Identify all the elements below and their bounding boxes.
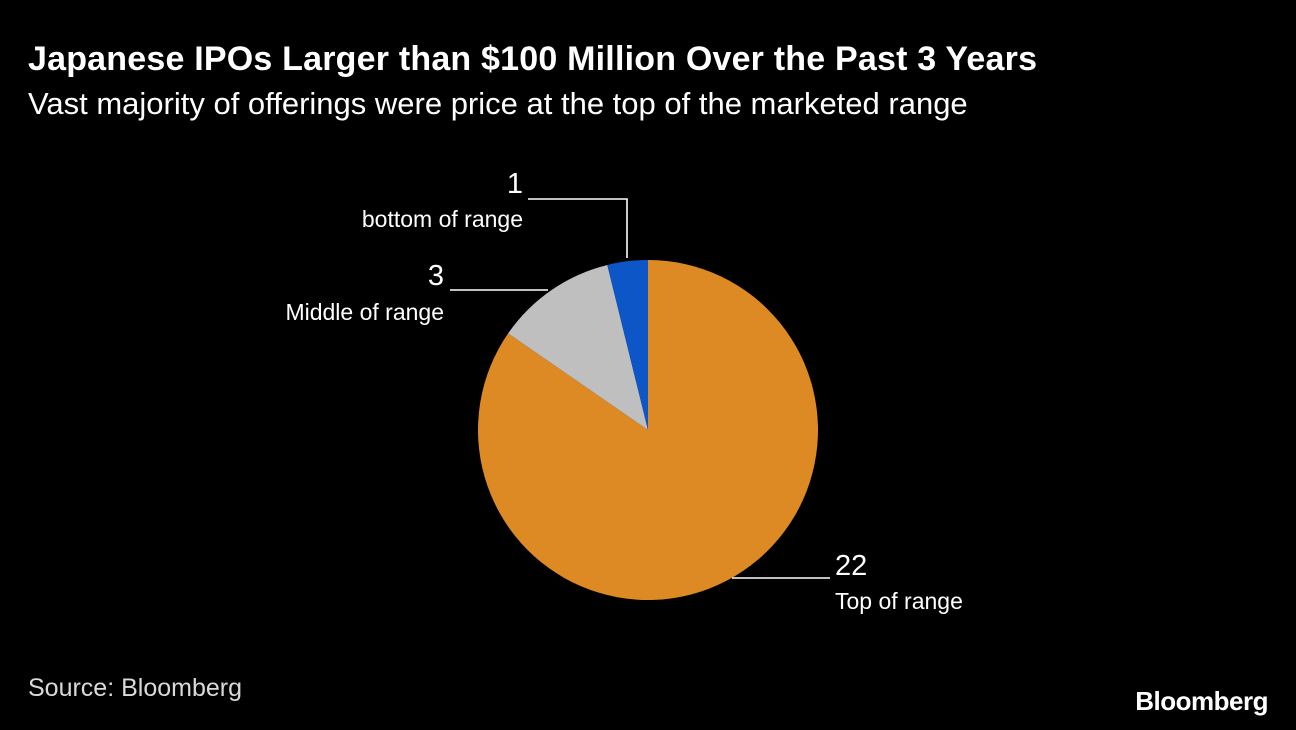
category-label-bottom-of-range: bottom of range (362, 206, 523, 232)
leader-line-bottom-of-range (528, 198, 628, 258)
category-label-top-of-range: Top of range (835, 588, 963, 614)
bloomberg-logo: Bloomberg (1135, 686, 1268, 716)
pie-slices (477, 260, 819, 600)
pie-slice-bottom-of-range (607, 260, 648, 430)
category-label-middle-of-range: Middle of range (285, 299, 444, 325)
chart-title: Japanese IPOs Larger than $100 Million O… (28, 40, 1038, 78)
pie-annotations: 1 bottom of range 3 Middle of range 22 T… (285, 168, 962, 614)
pie-slice-middle-of-range (508, 264, 648, 430)
value-label-bottom-of-range: 1 (507, 168, 523, 200)
source-note: Source: Bloomberg (28, 674, 243, 702)
chart-subtitle: Vast majority of offerings were price at… (28, 86, 968, 121)
value-label-top-of-range: 22 (835, 550, 867, 582)
value-label-middle-of-range: 3 (428, 260, 444, 292)
